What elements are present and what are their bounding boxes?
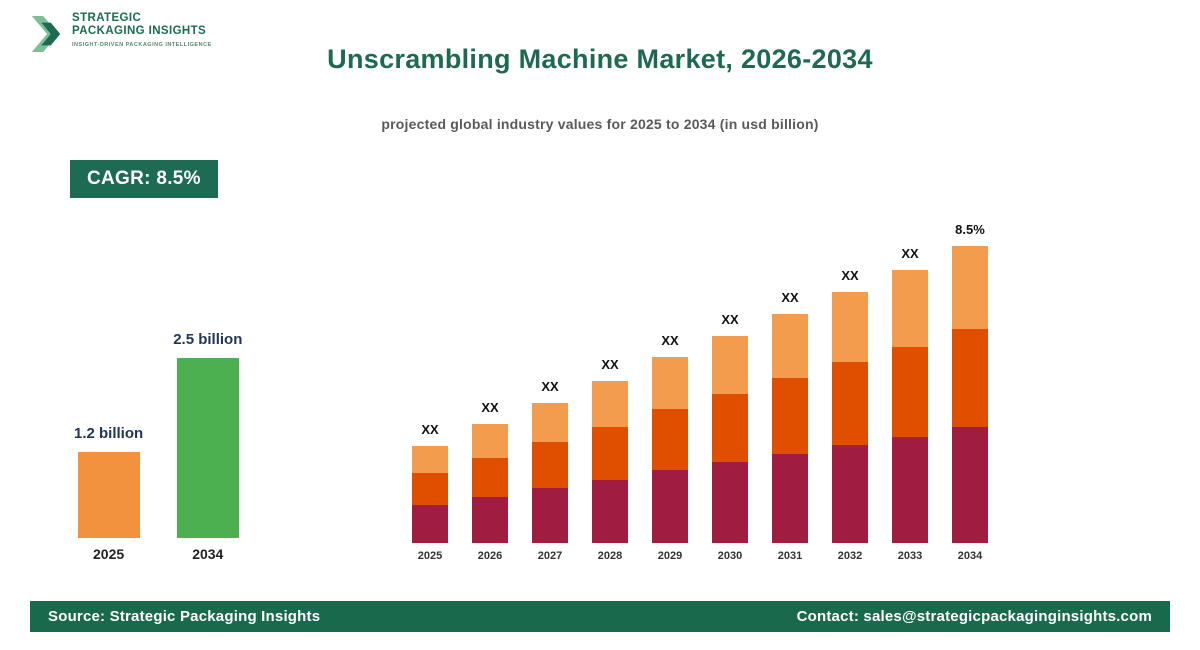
axis-year-label: 2029 (657, 550, 683, 562)
bar-value-label: XX (781, 290, 799, 305)
comparison-chart: 1.2 billion 2025 2.5 billion 2034 (74, 331, 242, 562)
stacked-bar-group-2026: XX 2026 (472, 400, 508, 562)
stacked-bar-2025 (412, 446, 448, 543)
segment-top (652, 357, 688, 409)
axis-year-label: 2028 (597, 550, 623, 562)
brand-name-line2: PACKAGING INSIGHTS (72, 25, 207, 38)
footer-source: Source: Strategic Packaging Insights (48, 608, 321, 625)
bar-value-label: XX (541, 379, 559, 394)
segment-middle (892, 347, 928, 437)
brand-logo: STRATEGIC PACKAGING INSIGHTS INSIGHT-DRI… (30, 12, 212, 54)
stacked-bar-group-2032: XX 2032 (832, 268, 868, 562)
stacked-bar-group-2027: XX 2027 (532, 379, 568, 562)
stacked-bar-group-2029: XX 2029 (652, 333, 688, 562)
page-title: Unscrambling Machine Market, 2026-2034 (327, 44, 873, 74)
stacked-bar-2031 (772, 314, 808, 543)
stacked-bar-group-2031: XX 2031 (772, 290, 808, 562)
segment-middle (772, 378, 808, 454)
bar-value-label: XX (421, 422, 439, 437)
brand-text: STRATEGIC PACKAGING INSIGHTS INSIGHT-DRI… (72, 12, 212, 49)
segment-middle (412, 473, 448, 505)
cagr-badge: CAGR: 8.5% (70, 160, 218, 198)
segment-bottom (532, 488, 568, 543)
axis-year-label: 2031 (777, 550, 803, 562)
bar-value-label: XX (601, 357, 619, 372)
segment-top (952, 246, 988, 329)
stacked-bar-2033 (892, 270, 928, 543)
comparison-bar-2025 (77, 452, 140, 538)
segment-top (712, 336, 748, 394)
segment-middle (532, 442, 568, 488)
axis-year-label: 2027 (537, 550, 563, 562)
segment-middle (592, 427, 628, 480)
axis-year-label: 2025 (93, 546, 125, 562)
segment-top (412, 446, 448, 473)
stacked-bar-group-2034: 8.5% 2034 (952, 222, 988, 562)
bar-value-label: XX (661, 333, 679, 348)
segment-bottom (772, 454, 808, 543)
segment-top (532, 403, 568, 442)
segment-bottom (892, 437, 928, 543)
bar-value-label: 2.5 billion (173, 331, 243, 348)
axis-year-label: 2032 (837, 550, 863, 562)
footer-contact: Contact: sales@strategicpackaginginsight… (796, 608, 1152, 625)
brand-tagline: INSIGHT-DRIVEN PACKAGING INTELLIGENCE (72, 42, 212, 49)
segment-top (892, 270, 928, 347)
bar-value-label: 8.5% (955, 222, 985, 237)
comparison-bar-group-2025: 1.2 billion 2025 (74, 425, 143, 562)
segment-top (832, 292, 868, 362)
bar-value-label: XX (481, 400, 499, 415)
axis-year-label: 2033 (897, 550, 923, 562)
axis-year-label: 2025 (417, 550, 443, 562)
comparison-bar-group-2034: 2.5 billion 2034 (173, 331, 242, 562)
segment-middle (712, 394, 748, 462)
stacked-chart: XX 2025 XX 2026 XX 2027 XX 2028 XX 2029 XX 2030 XX 20… (412, 222, 988, 562)
segment-bottom (412, 505, 448, 543)
segment-bottom (652, 470, 688, 543)
axis-year-label: 2034 (192, 546, 224, 562)
stacked-bar-2028 (592, 381, 628, 543)
page-subtitle: projected global industry values for 202… (381, 116, 819, 132)
bar-value-label: 1.2 billion (74, 425, 144, 442)
segment-top (772, 314, 808, 378)
stacked-bar-2029 (652, 357, 688, 543)
axis-year-label: 2030 (717, 550, 743, 562)
segment-bottom (472, 497, 508, 543)
bar-value-label: XX (721, 312, 739, 327)
segment-bottom (952, 427, 988, 543)
segment-middle (472, 458, 508, 497)
segment-bottom (832, 445, 868, 543)
stacked-bar-group-2033: XX 2033 (892, 246, 928, 562)
brand-name-line1: STRATEGIC (72, 12, 142, 24)
stacked-bar-group-2028: XX 2028 (592, 357, 628, 562)
stacked-bar-2027 (532, 403, 568, 543)
footer-bar: Source: Strategic Packaging Insights Con… (30, 601, 1170, 632)
segment-middle (832, 362, 868, 445)
chevron-logo-icon (31, 16, 61, 52)
bar-value-label: XX (841, 268, 859, 283)
segment-middle (652, 409, 688, 470)
axis-year-label: 2034 (957, 550, 983, 562)
stacked-bar-2026 (472, 424, 508, 543)
bar-value-label: XX (901, 246, 919, 261)
stacked-bar-2032 (832, 292, 868, 543)
stacked-bar-group-2025: XX 2025 (412, 422, 448, 562)
segment-middle (952, 329, 988, 427)
stacked-bar-group-2030: XX 2030 (712, 312, 748, 562)
stacked-bar-2030 (712, 336, 748, 543)
segment-bottom (712, 462, 748, 543)
stacked-bar-2034 (952, 246, 988, 543)
segment-top (592, 381, 628, 427)
comparison-bar-2034 (176, 358, 239, 538)
segment-bottom (592, 480, 628, 543)
axis-year-label: 2026 (477, 550, 503, 562)
segment-top (472, 424, 508, 458)
